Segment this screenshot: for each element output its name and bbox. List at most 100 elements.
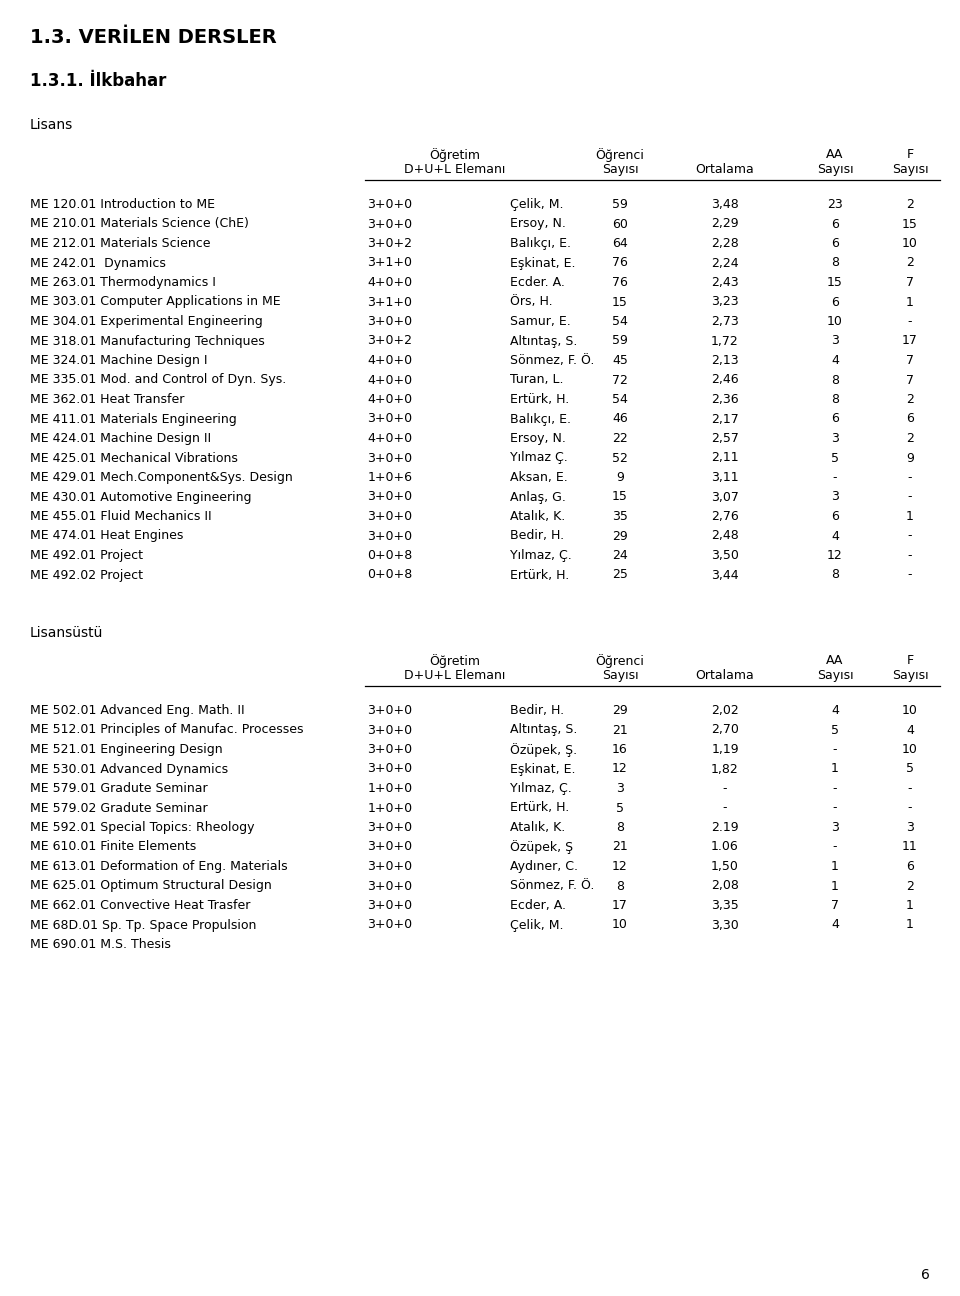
Text: 54: 54	[612, 393, 628, 406]
Text: Ortalama: Ortalama	[696, 163, 755, 176]
Text: ME 512.01 Principles of Manufac. Processes: ME 512.01 Principles of Manufac. Process…	[30, 723, 303, 736]
Text: ME 610.01 Finite Elements: ME 610.01 Finite Elements	[30, 841, 196, 854]
Text: -: -	[723, 781, 728, 794]
Text: 1: 1	[906, 511, 914, 524]
Text: 52: 52	[612, 451, 628, 464]
Text: 4: 4	[831, 704, 839, 717]
Text: 2,08: 2,08	[711, 880, 739, 893]
Text: 4: 4	[831, 530, 839, 543]
Text: 2.19: 2.19	[711, 820, 739, 835]
Text: Balıkçı, E.: Balıkçı, E.	[510, 412, 571, 425]
Text: D+U+L Elemanı: D+U+L Elemanı	[404, 669, 506, 682]
Text: 3+0+0: 3+0+0	[368, 412, 413, 425]
Text: Atalık, K.: Atalık, K.	[510, 820, 565, 835]
Text: 4+0+0: 4+0+0	[368, 373, 413, 386]
Text: ME 68D.01 Sp. Tp. Space Propulsion: ME 68D.01 Sp. Tp. Space Propulsion	[30, 919, 256, 932]
Text: 2: 2	[906, 198, 914, 211]
Text: -: -	[908, 470, 912, 483]
Text: Sönmez, F. Ö.: Sönmez, F. Ö.	[510, 354, 594, 367]
Text: 2,02: 2,02	[711, 704, 739, 717]
Text: 7: 7	[831, 899, 839, 912]
Text: 3: 3	[831, 432, 839, 445]
Text: ME 335.01 Mod. and Control of Dyn. Sys.: ME 335.01 Mod. and Control of Dyn. Sys.	[30, 373, 286, 386]
Text: Ertürk, H.: Ertürk, H.	[510, 393, 569, 406]
Text: 10: 10	[902, 704, 918, 717]
Text: Sönmez, F. Ö.: Sönmez, F. Ö.	[510, 880, 594, 893]
Text: F: F	[906, 654, 914, 667]
Text: 46: 46	[612, 412, 628, 425]
Text: Sayısı: Sayısı	[602, 163, 638, 176]
Text: 3+0+0: 3+0+0	[368, 820, 413, 835]
Text: 4+0+0: 4+0+0	[368, 354, 413, 367]
Text: 4: 4	[831, 919, 839, 932]
Text: ME 625.01 Optimum Structural Design: ME 625.01 Optimum Structural Design	[30, 880, 272, 893]
Text: -: -	[832, 841, 837, 854]
Text: ME 430.01 Automotive Engineering: ME 430.01 Automotive Engineering	[30, 490, 252, 504]
Text: 6: 6	[922, 1267, 930, 1282]
Text: -: -	[832, 781, 837, 794]
Text: 1: 1	[906, 919, 914, 932]
Text: ME 210.01 Materials Science (ChE): ME 210.01 Materials Science (ChE)	[30, 218, 249, 231]
Text: 6: 6	[831, 412, 839, 425]
Text: 3+0+0: 3+0+0	[368, 899, 413, 912]
Text: Atalık, K.: Atalık, K.	[510, 511, 565, 524]
Text: 59: 59	[612, 198, 628, 211]
Text: -: -	[832, 743, 837, 756]
Text: ME 425.01 Mechanical Vibrations: ME 425.01 Mechanical Vibrations	[30, 451, 238, 464]
Text: ME 263.01 Thermodynamics I: ME 263.01 Thermodynamics I	[30, 276, 216, 289]
Text: 2: 2	[906, 880, 914, 893]
Text: ME 411.01 Materials Engineering: ME 411.01 Materials Engineering	[30, 412, 237, 425]
Text: Ersoy, N.: Ersoy, N.	[510, 432, 565, 445]
Text: 3+0+0: 3+0+0	[368, 218, 413, 231]
Text: 3: 3	[616, 781, 624, 794]
Text: F: F	[906, 148, 914, 161]
Text: -: -	[908, 781, 912, 794]
Text: Öğretim: Öğretim	[429, 148, 481, 162]
Text: 76: 76	[612, 257, 628, 270]
Text: Çelik, M.: Çelik, M.	[510, 198, 564, 211]
Text: D+U+L Elemanı: D+U+L Elemanı	[404, 163, 506, 176]
Text: 3,48: 3,48	[711, 198, 739, 211]
Text: 1: 1	[831, 762, 839, 775]
Text: AA: AA	[827, 148, 844, 161]
Text: Balıkçı, E.: Balıkçı, E.	[510, 237, 571, 250]
Text: 2,73: 2,73	[711, 315, 739, 328]
Text: 3,44: 3,44	[711, 569, 739, 582]
Text: 3,23: 3,23	[711, 295, 739, 308]
Text: 3+0+0: 3+0+0	[368, 315, 413, 328]
Text: 10: 10	[902, 237, 918, 250]
Text: Ortalama: Ortalama	[696, 669, 755, 682]
Text: 4+0+0: 4+0+0	[368, 432, 413, 445]
Text: 4: 4	[906, 723, 914, 736]
Text: 72: 72	[612, 373, 628, 386]
Text: 3+0+0: 3+0+0	[368, 841, 413, 854]
Text: Ecder, A.: Ecder, A.	[510, 899, 566, 912]
Text: 2,13: 2,13	[711, 354, 739, 367]
Text: 1.3. VERİLEN DERSLER: 1.3. VERİLEN DERSLER	[30, 29, 276, 47]
Text: Yılmaz, Ç.: Yılmaz, Ç.	[510, 781, 572, 794]
Text: 29: 29	[612, 704, 628, 717]
Text: ME 474.01 Heat Engines: ME 474.01 Heat Engines	[30, 530, 183, 543]
Text: 16: 16	[612, 743, 628, 756]
Text: 15: 15	[902, 218, 918, 231]
Text: Samur, E.: Samur, E.	[510, 315, 571, 328]
Text: ME 579.01 Gradute Seminar: ME 579.01 Gradute Seminar	[30, 781, 207, 794]
Text: 2: 2	[906, 432, 914, 445]
Text: 2,76: 2,76	[711, 511, 739, 524]
Text: 12: 12	[612, 762, 628, 775]
Text: ME 592.01 Special Topics: Rheology: ME 592.01 Special Topics: Rheology	[30, 820, 254, 835]
Text: 3: 3	[906, 820, 914, 835]
Text: 2,11: 2,11	[711, 451, 739, 464]
Text: Ecder. A.: Ecder. A.	[510, 276, 564, 289]
Text: Sayısı: Sayısı	[892, 669, 928, 682]
Text: 8: 8	[831, 257, 839, 270]
Text: 15: 15	[612, 295, 628, 308]
Text: 1: 1	[831, 880, 839, 893]
Text: 5: 5	[616, 801, 624, 814]
Text: ME 492.02 Project: ME 492.02 Project	[30, 569, 143, 582]
Text: 3+0+0: 3+0+0	[368, 490, 413, 504]
Text: 6: 6	[906, 861, 914, 874]
Text: -: -	[832, 470, 837, 483]
Text: ME 690.01 M.S. Thesis: ME 690.01 M.S. Thesis	[30, 938, 171, 951]
Text: 2: 2	[906, 257, 914, 270]
